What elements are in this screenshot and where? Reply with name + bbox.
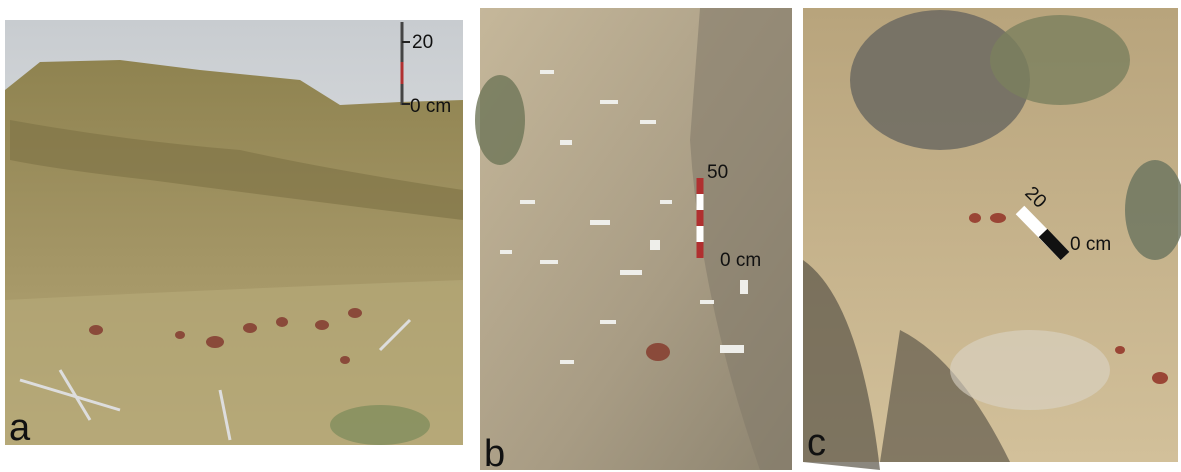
scale-top-label: 50: [707, 162, 728, 183]
figure: 20 0 cm a 50 0 cm b: [0, 0, 1181, 472]
panel-label: a: [9, 407, 31, 449]
photo-b: 50 0 cm b: [475, 8, 792, 472]
scale-top-label: 20: [412, 32, 433, 53]
scale-bottom-label: 0 cm: [1070, 234, 1111, 255]
panel-label: b: [484, 433, 505, 472]
photo-a: 20 0 cm a: [5, 20, 463, 449]
panel-label: c: [807, 422, 826, 464]
scale-bottom-label: 0 cm: [410, 96, 451, 117]
photo-c: 20 0 cm c: [803, 8, 1181, 470]
scale-bottom-label: 0 cm: [720, 250, 761, 271]
